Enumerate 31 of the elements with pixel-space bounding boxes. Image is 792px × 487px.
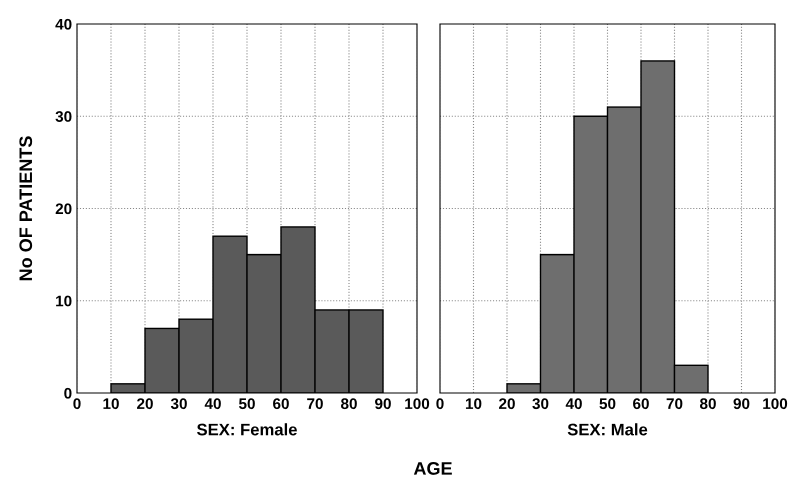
y-tick-label: 30 — [56, 111, 72, 122]
x-tick-label: 90 — [734, 398, 750, 410]
x-tick-label: 80 — [340, 398, 357, 410]
x-tick-label: 30 — [170, 398, 187, 410]
x-tick-label: 0 — [73, 398, 81, 410]
x-tick-label: 40 — [204, 398, 221, 410]
x-tick-label: 50 — [599, 398, 616, 410]
x-tick-label: 70 — [307, 398, 323, 410]
y-tick-label: 40 — [55, 18, 72, 30]
y-tick-label: 20 — [56, 203, 72, 214]
x-tick-label: 40 — [566, 398, 582, 410]
x-tick-label: 20 — [137, 398, 153, 410]
text: AGE — [414, 462, 452, 475]
x-tick-label: 20 — [499, 398, 515, 410]
x-tick-label: 30 — [532, 398, 548, 410]
x-tick-label: 60 — [273, 398, 289, 410]
x-tick-label: 0 — [436, 398, 444, 410]
x-tick-label: 10 — [466, 398, 482, 410]
x-axis-title: SEX: Female — [196, 423, 297, 436]
x-tick-label: 60 — [633, 398, 649, 410]
x-tick-label: 100 — [405, 398, 430, 410]
y-axis-title: No OF PATIENTS — [19, 136, 32, 280]
x-tick-label: 80 — [700, 398, 716, 410]
x-tick-label: 100 — [763, 398, 788, 410]
x-axis-title: SEX: Male — [568, 423, 648, 436]
x-tick-label: 50 — [238, 398, 255, 410]
y-tick-label: 10 — [56, 296, 72, 306]
x-tick-label: 70 — [666, 398, 682, 410]
y-tick-label: 0 — [64, 388, 72, 399]
x-tick-label: 90 — [375, 398, 391, 410]
x-tick-label: 10 — [103, 398, 119, 410]
